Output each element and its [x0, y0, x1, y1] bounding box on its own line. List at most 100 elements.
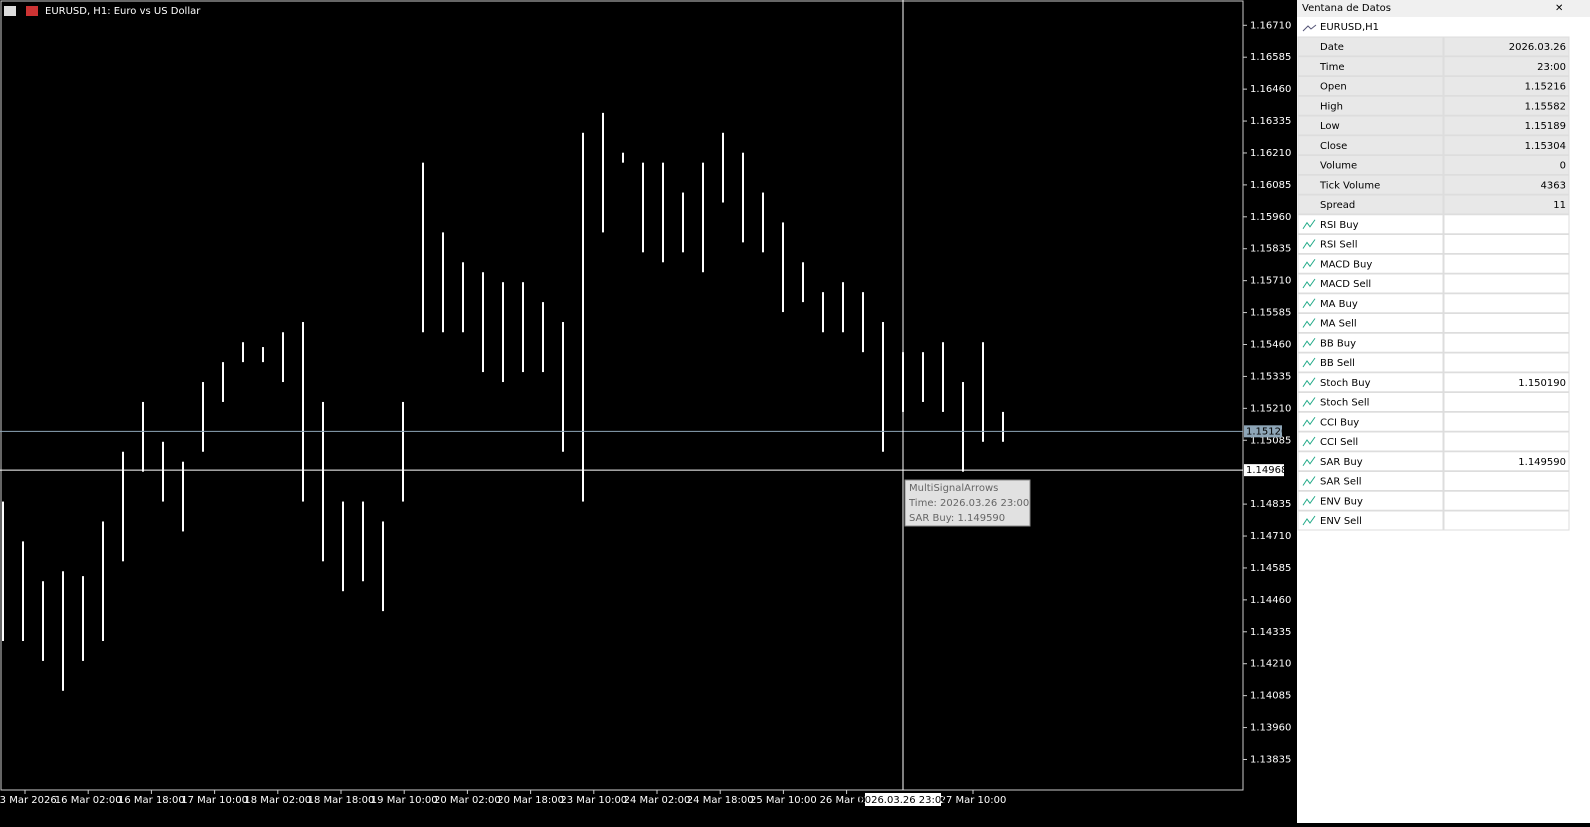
row-label: Open	[1320, 82, 1347, 93]
row-value-cell	[1443, 174, 1570, 195]
y-tick-label: 1.14835	[1250, 499, 1291, 510]
crosshair-time: 2026.03.26 23:00	[858, 795, 947, 806]
price-bar	[602, 112, 604, 233]
price-bar	[202, 382, 204, 452]
row-value: 2026.03.26	[1509, 42, 1566, 53]
indicator-icon	[1302, 357, 1316, 368]
row-label: Tick Volume	[1319, 180, 1380, 191]
price-bar	[722, 132, 724, 203]
row-value-cell	[1443, 372, 1570, 393]
row-label-cell	[1297, 36, 1444, 57]
indicator-icon	[1302, 298, 1316, 309]
row-label-cell	[1297, 214, 1444, 235]
x-tick-label: 20 Mar 18:00	[497, 795, 564, 806]
row-value-cell	[1443, 293, 1570, 314]
y-tick-label: 1.15835	[1250, 244, 1291, 255]
row-label: Low	[1320, 121, 1340, 132]
price-label-bg	[1244, 425, 1282, 438]
row-label-cell	[1297, 76, 1444, 96]
symbol: EURUSD,H1	[1320, 22, 1379, 33]
price-label: 1.15120	[1246, 426, 1287, 437]
row-label: BB Buy	[1320, 338, 1356, 349]
row-label: ENV Sell	[1320, 516, 1362, 527]
y-tick-label: 1.15585	[1250, 308, 1291, 319]
x-tick-label: 16 Mar 02:00	[55, 795, 122, 806]
y-tick-label: 1.15085	[1250, 435, 1291, 446]
tooltip-bg	[904, 479, 1031, 527]
row-label-cell	[1297, 115, 1444, 136]
row-label-cell	[1297, 273, 1444, 294]
y-tick-label: 1.16335	[1250, 116, 1291, 127]
row-value-cell	[1443, 76, 1570, 96]
indicator-icon	[1302, 219, 1316, 230]
row-label: Stoch Sell	[1320, 398, 1369, 409]
x-tick-label: 19 Mar 10:00	[371, 795, 438, 806]
price-bar	[842, 282, 844, 333]
price-bar	[782, 222, 784, 313]
x-tick-label: 18 Mar 02:00	[244, 795, 311, 806]
row-value-cell	[1443, 194, 1570, 215]
y-tick-label: 1.15960	[1250, 212, 1291, 223]
row-label: SAR Buy	[1320, 457, 1363, 468]
row-label-cell	[1297, 372, 1444, 393]
indicator-icon	[1302, 436, 1316, 447]
price-bar	[322, 401, 324, 562]
icon	[4, 6, 16, 16]
price-bar	[422, 162, 424, 333]
row-label: MACD Buy	[1320, 259, 1372, 270]
price-bar	[702, 162, 704, 273]
price-bar	[822, 292, 824, 333]
row-value-cell	[1443, 352, 1570, 373]
y-tick-label: 1.16585	[1250, 52, 1291, 63]
price-bar	[2, 501, 4, 641]
y-tick-label: 1.15710	[1250, 276, 1291, 287]
price-bar	[142, 401, 144, 472]
row-value: 11	[1553, 200, 1566, 211]
row-label-cell	[1297, 95, 1444, 116]
row-value: 1.15189	[1525, 121, 1566, 132]
row-value-cell	[1443, 234, 1570, 254]
y-tick-label: 1.14585	[1250, 563, 1291, 574]
row-label-cell	[1297, 451, 1444, 472]
indicator-icon	[1302, 258, 1316, 269]
row-label-cell	[1297, 510, 1444, 531]
x-tick-label: 20 Mar 02:00	[434, 795, 501, 806]
row-value: 4363	[1541, 180, 1566, 191]
price-bar	[522, 282, 524, 373]
panel-title: Ventana de Datos	[1302, 3, 1391, 14]
row-value: 1.15216	[1525, 82, 1566, 93]
row-value-cell	[1443, 36, 1570, 57]
row-value: 1.150190	[1518, 378, 1566, 389]
price-bar	[762, 192, 764, 253]
row-value: 1.149590	[1518, 457, 1566, 468]
tooltip-line: SAR Buy: 1.149590	[909, 513, 1005, 524]
price-bar	[622, 152, 624, 163]
price-bar	[182, 461, 184, 532]
row-label: Volume	[1320, 161, 1357, 172]
row-value-cell	[1443, 253, 1570, 274]
row-label-cell	[1297, 135, 1444, 156]
price-bar	[742, 152, 744, 243]
y-tick-label: 1.15335	[1250, 371, 1291, 382]
indicator-icon	[1302, 278, 1316, 289]
row-label-cell	[1297, 194, 1444, 215]
price-bar	[482, 272, 484, 373]
indicator-icon	[1302, 476, 1316, 486]
x-tick-label: 23 Mar 10:00	[560, 795, 627, 806]
crosshair-time-bg	[865, 793, 941, 806]
row-value: 1.15582	[1525, 101, 1566, 112]
y-tick-label: 1.13960	[1250, 723, 1291, 734]
row-value-cell	[1443, 332, 1570, 353]
close-button[interactable]: ✕	[1555, 3, 1563, 14]
price-bar	[122, 451, 124, 562]
row-value: 23:00	[1537, 62, 1566, 73]
row-label-cell	[1297, 155, 1444, 175]
row-label-cell	[1297, 332, 1444, 353]
row-value-cell	[1443, 392, 1570, 412]
row-value-cell	[1443, 471, 1570, 491]
indicator-icon	[1302, 456, 1316, 467]
y-tick-label: 1.16085	[1250, 180, 1291, 191]
price-bar	[502, 282, 504, 383]
price-bar	[62, 571, 64, 691]
